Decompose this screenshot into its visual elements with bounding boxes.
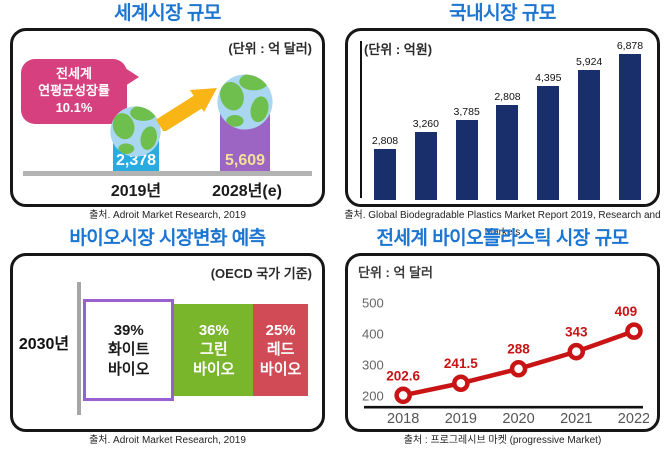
data-point-label: 241.5 bbox=[444, 356, 478, 371]
bar-value-label: 2,808 bbox=[371, 135, 399, 147]
bar-item: 2,808 bbox=[366, 135, 404, 200]
x-tick-label: 2020 bbox=[502, 411, 534, 427]
bar-group: 2,808 3,260 3,785 2,808 4,395 5,924 6,878 bbox=[366, 37, 649, 200]
bar bbox=[496, 105, 519, 200]
bar-value-label: 3,785 bbox=[453, 106, 480, 118]
unit-label: 단위 : 억 달러 bbox=[358, 265, 433, 280]
panel-title-domestic: 국내시장 규모 bbox=[449, 3, 556, 24]
note-label: (OECD 국가 기준) bbox=[210, 266, 312, 281]
panel-domestic-market: 국내시장 규모 (단위 : 억원) 2,808 3,260 3,785 2,808 4,… bbox=[335, 0, 670, 238]
bar-value-label: 3,260 bbox=[412, 118, 439, 130]
domestic-chart-box: (단위 : 억원) 2,808 3,260 3,785 2,808 4,395 5,924… bbox=[345, 28, 660, 207]
y-tick-label: 300 bbox=[362, 358, 384, 373]
growth-annotation-bubble: 전세계 연평균성장률 10.1% bbox=[21, 59, 139, 124]
segment-name-line: 레드 bbox=[266, 341, 295, 359]
bar-value-label: 5,609 bbox=[224, 152, 266, 169]
bar-item: 6,878 bbox=[611, 40, 649, 200]
growth-arrow-icon bbox=[155, 88, 217, 131]
source-note: 출처. Global Biodegradable Plastics Market… bbox=[344, 210, 661, 238]
data-point-label: 288 bbox=[507, 342, 530, 357]
bubble-tail bbox=[125, 68, 139, 86]
bubble-line-1: 전세계 bbox=[56, 66, 92, 81]
data-point-marker bbox=[567, 342, 586, 361]
x-tick-label: 2022 bbox=[618, 411, 649, 427]
bar bbox=[414, 132, 437, 200]
unit-label: (단위 : 억 달러) bbox=[228, 41, 312, 56]
segment-pct-label: 25% bbox=[265, 321, 296, 339]
bar-item: 5,924 bbox=[570, 56, 608, 200]
bar bbox=[618, 54, 641, 200]
source-note: 출처. Adroit Market Research, 2019 bbox=[89, 435, 246, 446]
stacked-bar: 39% 화이트 바이오 36% 그린 바이오 25% 레드 바이오 bbox=[83, 298, 308, 402]
bar-value-label: 2,808 bbox=[494, 91, 521, 103]
segment-name-line: 화이트 bbox=[108, 341, 150, 359]
panel-title-bio-change: 바이오시장 시장변화 예측 bbox=[69, 228, 266, 249]
bubble-line-2: 연평균성장률 bbox=[38, 82, 110, 98]
segment-name-line: 바이오 bbox=[193, 360, 235, 378]
bar-value-label: 2,378 bbox=[115, 152, 157, 169]
bar-value-label: 6,878 bbox=[616, 40, 644, 52]
bar bbox=[578, 70, 601, 200]
x-tick-label: 2021 bbox=[560, 411, 592, 427]
data-point-label: 202.6 bbox=[386, 368, 420, 383]
bar-item: 2,808 bbox=[488, 91, 526, 200]
x-tick-label: 2018 bbox=[387, 411, 419, 427]
source-note: 출처. Adroit Market Research, 2019 bbox=[89, 210, 246, 221]
segment-pct-label: 39% bbox=[113, 321, 144, 339]
bar bbox=[455, 120, 478, 200]
world-chart-box: (단위 : 억 달러) 전세계 연평균성장률 10.1% 2,378 5,609… bbox=[10, 28, 325, 207]
data-point-marker bbox=[509, 359, 528, 378]
y-axis-line bbox=[360, 41, 362, 198]
data-point-label: 409 bbox=[615, 304, 638, 319]
bar bbox=[537, 86, 560, 200]
bar bbox=[374, 149, 396, 200]
panel-bio-change: 바이오시장 시장변화 예측 (OECD 국가 기준) 2030년 39% 화이트… bbox=[0, 225, 335, 450]
data-point-label: 343 bbox=[565, 325, 588, 340]
data-point-marker bbox=[394, 386, 412, 405]
bar-item: 3,785 bbox=[448, 106, 486, 200]
y-tick-label: 500 bbox=[362, 295, 384, 310]
bar-item: 4,395 bbox=[529, 72, 567, 200]
axis-line bbox=[77, 282, 81, 415]
bar-item: 3,260 bbox=[407, 118, 445, 200]
unit-label: (단위 : 억원) bbox=[364, 42, 433, 57]
segment-pct-label: 36% bbox=[198, 321, 229, 339]
y-tick-label: 200 bbox=[362, 389, 384, 404]
segment-green-bio: 36% 그린 바이오 bbox=[174, 304, 254, 396]
row-label-2030: 2030년 bbox=[18, 336, 70, 353]
panel-world-market: 세계시장 규모 (단위 : 억 달러) 전세계 연평균성장률 10.1% 2,3… bbox=[0, 0, 335, 225]
source-note: 출처 : 프로그레시브 마켓 (progressive Market) bbox=[403, 435, 602, 446]
data-point-marker bbox=[452, 374, 470, 393]
segment-name-line: 그린 bbox=[200, 341, 228, 359]
bubble-line-3: 10.1% bbox=[55, 99, 93, 115]
bio-change-chart-box: (OECD 국가 기준) 2030년 39% 화이트 바이오 36% 그린 바이… bbox=[10, 253, 325, 432]
x-tick-label: 2019 bbox=[445, 411, 477, 427]
panel-bioplastic-market: 전세계 바이오플라스틱 시장 규모 단위 : 억 달러 500 400 300 200… bbox=[335, 225, 670, 450]
y-tick-label: 400 bbox=[362, 326, 384, 341]
bioplastic-chart-box: 단위 : 억 달러 500 400 300 200 2018 2019 2020 2021 20… bbox=[345, 253, 660, 432]
panel-title-bioplastic: 전세계 바이오플라스틱 시장 규모 bbox=[376, 228, 629, 249]
segment-name-line: 바이오 bbox=[108, 360, 150, 378]
segment-white-bio: 39% 화이트 바이오 bbox=[83, 299, 175, 401]
x-tick-label: 2019년 bbox=[110, 183, 162, 200]
x-axis-baseline bbox=[23, 171, 312, 176]
bar-value-label: 5,924 bbox=[576, 56, 603, 68]
data-point-marker bbox=[625, 322, 643, 340]
segment-name-line: 바이오 bbox=[259, 360, 302, 378]
panel-title-world: 세계시장 규모 bbox=[114, 3, 221, 24]
x-tick-label: 2028년(e) bbox=[212, 183, 282, 200]
bar-value-label: 4,395 bbox=[535, 72, 562, 84]
segment-red-bio: 25% 레드 바이오 bbox=[253, 304, 308, 396]
